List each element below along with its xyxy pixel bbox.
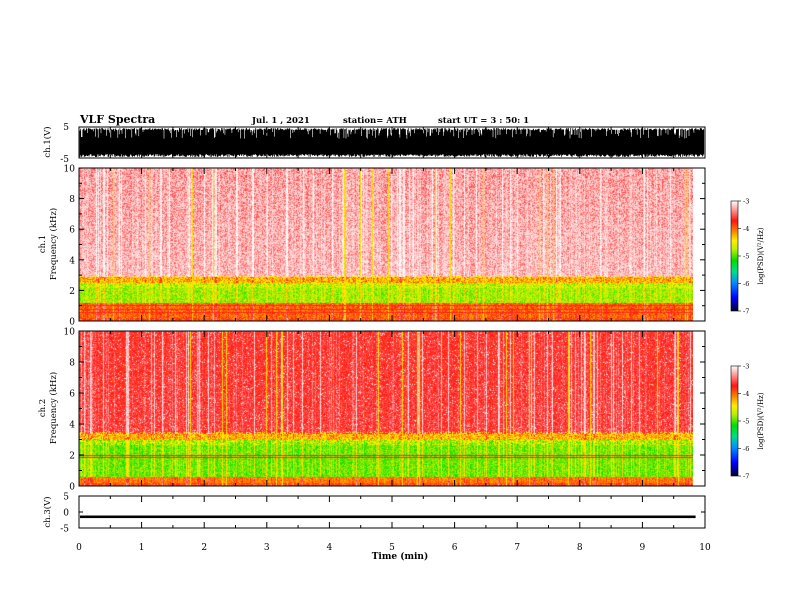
colorbar-tick-label: -7 [743, 473, 749, 481]
ch2-spectrogram-panel: 0 2 4 6 8 10 ch.2 Frequency (kHz) -3 -4 -5 -6 -7 … [38, 328, 765, 493]
colorbar-tick-label: -6 [743, 280, 749, 288]
ytick-label: 10 [64, 165, 76, 175]
ytick-label: 0 [69, 318, 75, 328]
ch2-colorbar-gradient [730, 365, 739, 477]
xtick-label: 0 [76, 543, 82, 553]
xtick-label: 5 [389, 543, 395, 553]
ytick-label: 0 [63, 509, 69, 519]
colorbar-tick-label: -3 [743, 363, 749, 371]
ch1-spectrogram-yticks: 0 2 4 6 8 10 [64, 165, 705, 328]
xtick-label: 1 [139, 543, 145, 553]
ch1-ytick-neg5: -5 [60, 155, 69, 165]
ch2-colorbar: -3 -4 -5 -6 -7 log(PSD)(V²/Hz) [730, 363, 765, 481]
xtick-label: 3 [264, 543, 270, 553]
time-axis-label: Time (min) [372, 551, 429, 562]
ch3-waveform-yticks: 5 0 -5 [60, 493, 705, 535]
ch2-spectrogram-yticks: 0 2 4 6 8 10 [64, 328, 705, 493]
ch1-waveform-line [79, 128, 705, 157]
colorbar-tick-label: -4 [743, 225, 749, 233]
colorbar-tick-label: -6 [743, 445, 749, 453]
xtick-label: 9 [640, 543, 646, 553]
ytick-label: 2 [69, 287, 75, 297]
ytick-label: -5 [60, 525, 69, 535]
ch1-ytick-5: 5 [63, 123, 69, 133]
ytick-label: 0 [69, 483, 75, 493]
ch2-colorbar-ticks: -3 -4 -5 -6 -7 [738, 363, 749, 481]
ch1-colorbar-label: log(PSD)(V²/Hz) [757, 227, 765, 284]
ch2-spectrogram-image [79, 331, 693, 486]
ch1-spectrogram-channel-label: ch.1 [38, 235, 48, 253]
ytick-label: 2 [69, 452, 75, 462]
ch1-colorbar-ticks: -3 -4 -5 -6 -7 [738, 198, 749, 316]
ch1-colorbar-gradient [730, 200, 739, 312]
ytick-label: 10 [64, 328, 76, 338]
colorbar-tick-label: -3 [743, 198, 749, 206]
time-axis-ticks: 0 1 2 3 4 5 6 7 8 9 10 [76, 127, 711, 553]
ch3-waveform-trace [80, 515, 696, 519]
xtick-label: 4 [327, 543, 333, 553]
colorbar-tick-label: -5 [743, 253, 749, 261]
ytick-label: 8 [69, 359, 75, 369]
ch1-waveform-ylabel: ch.1(V) [42, 126, 53, 157]
ch1-colorbar: -3 -4 -5 -6 -7 log(PSD)(V²/Hz) [730, 198, 765, 316]
ch2-spectrogram-channel-label: ch.2 [38, 399, 48, 417]
ch1-waveform-trace [79, 128, 705, 157]
ytick-label: 5 [63, 493, 69, 503]
ch1-spectrogram-ylabel: Frequency (kHz) [48, 208, 59, 280]
colorbar-tick-label: -4 [743, 390, 749, 398]
date-label: Jul. 1 , 2021 [251, 116, 310, 126]
ch2-spectrogram-ylabel: Frequency (kHz) [48, 372, 59, 444]
ytick-label: 6 [69, 226, 75, 236]
xtick-label: 10 [699, 543, 711, 553]
ytick-label: 8 [69, 195, 75, 205]
ch1-spectrogram-image [79, 168, 693, 321]
station-label: station= ATH [343, 116, 407, 126]
ytick-label: 6 [69, 390, 75, 400]
ytick-label: 4 [69, 256, 75, 266]
xtick-label: 6 [452, 543, 458, 553]
xtick-label: 2 [201, 543, 207, 553]
xtick-label: 8 [577, 543, 583, 553]
colorbar-tick-label: -7 [743, 308, 749, 316]
start-time-label: start UT = 3 : 50: 1 [438, 116, 529, 126]
ch3-waveform-band [80, 515, 696, 519]
figure-title: VLF Spectra [79, 113, 155, 126]
ch1-spectrogram-panel: 0 2 4 6 8 10 ch.1 Frequency (kHz) -3 -4 -5 -6 -7 … [38, 165, 765, 328]
ch3-waveform-ylabel: ch.3(V) [42, 496, 53, 527]
ytick-label: 4 [69, 421, 75, 431]
ch2-colorbar-label: log(PSD)(V²/Hz) [757, 392, 765, 449]
xtick-label: 7 [514, 543, 520, 553]
colorbar-tick-label: -5 [743, 418, 749, 426]
